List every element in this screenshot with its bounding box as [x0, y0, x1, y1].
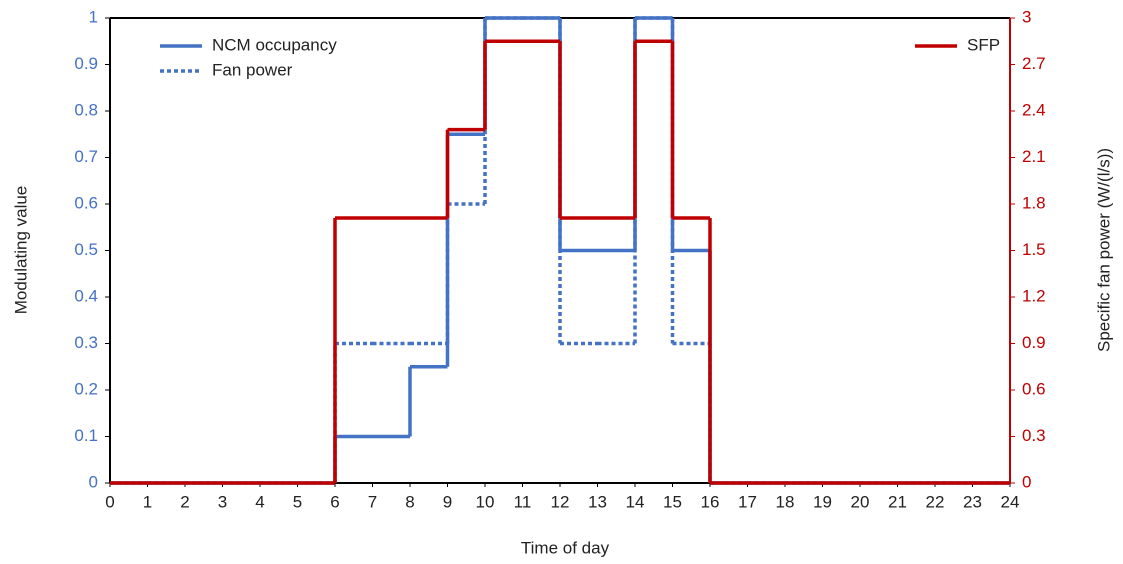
y2-tick-label: 0.6 [1022, 379, 1046, 398]
y-tick-label: 0 [89, 472, 98, 491]
x-tick-label: 16 [701, 492, 720, 511]
x-tick-label: 22 [926, 492, 945, 511]
x-tick-label: 12 [551, 492, 570, 511]
y-tick-label: 0.8 [74, 100, 98, 119]
x-tick-label: 6 [330, 492, 339, 511]
x-tick-label: 3 [218, 492, 227, 511]
x-tick-label: 2 [180, 492, 189, 511]
y-tick-label: 0.5 [74, 240, 98, 259]
x-tick-label: 24 [1001, 492, 1020, 511]
y2-axis-title: Specific fan power (W/(l/s)) [1094, 148, 1113, 352]
x-tick-label: 18 [776, 492, 795, 511]
y2-tick-label: 2.4 [1022, 100, 1046, 119]
y-tick-label: 0.3 [74, 333, 98, 352]
x-tick-label: 14 [626, 492, 645, 511]
y2-tick-label: 2.1 [1022, 147, 1046, 166]
x-tick-label: 5 [293, 492, 302, 511]
x-tick-label: 8 [405, 492, 414, 511]
x-tick-label: 7 [368, 492, 377, 511]
x-axis-title: Time of day [521, 538, 610, 557]
y-tick-label: 0.2 [74, 379, 98, 398]
legend-label: SFP [967, 35, 1000, 54]
y2-tick-label: 0 [1022, 472, 1031, 491]
y2-tick-label: 1.2 [1022, 286, 1046, 305]
y-tick-label: 0.7 [74, 147, 98, 166]
x-tick-label: 4 [255, 492, 264, 511]
y-axis-title: Modulating value [11, 186, 30, 315]
y2-tick-label: 3 [1022, 7, 1031, 26]
y-tick-label: 1 [89, 7, 98, 26]
x-tick-label: 21 [888, 492, 907, 511]
y2-tick-label: 0.9 [1022, 333, 1046, 352]
x-tick-label: 20 [851, 492, 870, 511]
x-tick-label: 15 [663, 492, 682, 511]
x-tick-label: 19 [813, 492, 832, 511]
y-tick-label: 0.6 [74, 193, 98, 212]
legend-label: Fan power [212, 60, 293, 79]
legend-label: NCM occupancy [212, 35, 337, 54]
y-tick-label: 0.4 [74, 286, 98, 305]
x-tick-label: 11 [514, 492, 532, 511]
y-tick-label: 0.9 [74, 54, 98, 73]
y-tick-label: 0.1 [74, 426, 98, 445]
x-tick-label: 0 [105, 492, 114, 511]
y2-tick-label: 1.5 [1022, 240, 1046, 259]
x-tick-label: 10 [476, 492, 495, 511]
x-tick-label: 9 [443, 492, 452, 511]
y2-tick-label: 1.8 [1022, 193, 1046, 212]
x-tick-label: 17 [738, 492, 757, 511]
x-tick-label: 23 [963, 492, 982, 511]
y2-tick-label: 2.7 [1022, 54, 1046, 73]
y2-tick-label: 0.3 [1022, 426, 1046, 445]
x-tick-label: 13 [588, 492, 607, 511]
x-tick-label: 1 [143, 492, 152, 511]
